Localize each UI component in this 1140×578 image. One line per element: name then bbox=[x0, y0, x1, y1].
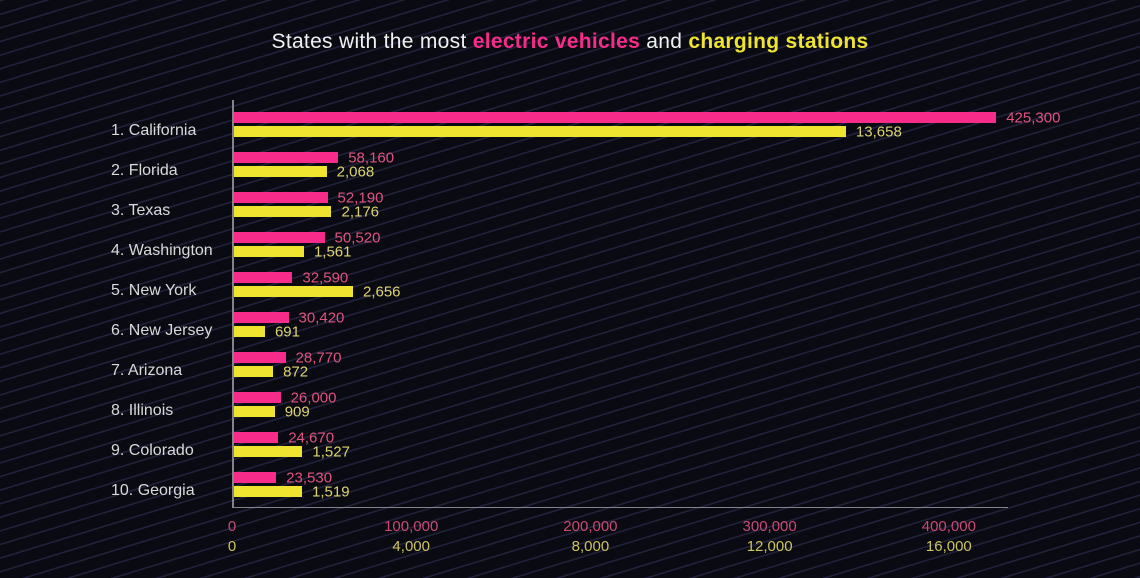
ev-bar bbox=[234, 192, 328, 203]
y-axis-line bbox=[232, 100, 234, 508]
ev-bar bbox=[234, 312, 289, 323]
ev-value-label: 28,770 bbox=[295, 349, 342, 366]
ev-bar bbox=[234, 352, 286, 363]
axis-tick-label: 16,000 bbox=[925, 538, 972, 555]
state-label: 2. Florida bbox=[111, 162, 178, 179]
charging-stations-bar bbox=[234, 286, 353, 297]
charging-stations-bar bbox=[234, 126, 846, 137]
ev-value-label: 32,590 bbox=[302, 269, 349, 286]
title-text-1: States with the most bbox=[271, 30, 473, 53]
charging-stations-value-label: 2,176 bbox=[341, 203, 380, 220]
title-highlight-electric-vehicles: electric vehicles bbox=[472, 30, 641, 53]
charging-stations-bar bbox=[234, 486, 303, 497]
charging-stations-value-label: 2,656 bbox=[362, 283, 401, 300]
charging-stations-bar bbox=[234, 326, 265, 337]
ev-value-label: 30,420 bbox=[298, 309, 345, 326]
charging-stations-bar bbox=[234, 246, 304, 257]
charging-stations-value-label: 13,658 bbox=[855, 123, 902, 140]
charging-stations-bar bbox=[234, 446, 303, 457]
state-label: 10. Georgia bbox=[111, 482, 195, 499]
state-label: 8. Illinois bbox=[111, 402, 174, 419]
chart-title: States with the most electric vehicles a… bbox=[0, 30, 1140, 54]
charging-stations-value-label: 909 bbox=[284, 403, 310, 420]
axis-tick-label: 12,000 bbox=[746, 538, 793, 555]
state-row: 5. New York 32,590 2,656 bbox=[111, 260, 1008, 300]
axis-tick-label: 200,000 bbox=[563, 518, 618, 535]
ev-bar bbox=[234, 232, 325, 243]
charging-stations-bar bbox=[234, 166, 327, 177]
state-label: 7. Arizona bbox=[111, 362, 183, 379]
state-row: 9. Colorado 24,670 1,527 bbox=[111, 420, 1008, 460]
bar-rows: 1. California 425,300 13,658 2. Florida … bbox=[111, 100, 1060, 500]
ev-bar bbox=[234, 392, 281, 403]
state-row: 6. New Jersey 30,420 691 bbox=[111, 300, 1008, 340]
ev-value-label: 52,190 bbox=[337, 189, 384, 206]
axis-tick-label: 4,000 bbox=[392, 538, 430, 555]
ev-bar bbox=[234, 272, 293, 283]
charging-stations-value-label: 1,519 bbox=[312, 483, 350, 500]
ev-value-label: 58,160 bbox=[348, 149, 395, 166]
title-text-2: and bbox=[640, 30, 689, 53]
state-label: 3. Texas bbox=[111, 202, 171, 219]
ev-bar bbox=[234, 472, 277, 483]
plot-area: 1. California 425,300 13,658 2. Florida … bbox=[111, 100, 1060, 555]
charging-stations-bar bbox=[234, 206, 332, 217]
charging-stations-value-label: 872 bbox=[283, 363, 309, 380]
axis-tick-label: 0 bbox=[227, 538, 237, 555]
state-row: 3. Texas 52,190 2,176 bbox=[111, 180, 1008, 220]
state-row: 7. Arizona 28,770 872 bbox=[111, 340, 1008, 380]
title-highlight-charging-stations: charging stations bbox=[688, 30, 869, 53]
state-label: 5. New York bbox=[111, 282, 197, 299]
x-axis-line bbox=[232, 507, 1008, 508]
axis-tick-label: 300,000 bbox=[742, 518, 797, 535]
state-row: 8. Illinois 26,000 909 bbox=[111, 380, 1008, 420]
axis-tick-label: 0 bbox=[227, 518, 237, 535]
state-label: 9. Colorado bbox=[111, 442, 194, 459]
x-axis-ev-tick-labels: 0 100,000 200,000 300,000 400,000 bbox=[228, 517, 1008, 537]
ev-value-label: 24,670 bbox=[288, 429, 335, 446]
charging-stations-value-label: 1,561 bbox=[313, 243, 352, 260]
ev-bar bbox=[234, 432, 279, 443]
ev-value-label: 23,530 bbox=[286, 469, 333, 486]
x-axis-stations-tick-labels: 0 4,000 8,000 12,000 16,000 bbox=[228, 537, 1008, 557]
ev-bar bbox=[234, 112, 997, 123]
ev-value-label: 425,300 bbox=[1006, 109, 1061, 126]
state-row: 10. Georgia 23,530 1,519 bbox=[111, 460, 1008, 500]
state-label: 4. Washington bbox=[111, 242, 213, 259]
charging-stations-value-label: 691 bbox=[274, 323, 300, 340]
state-label: 1. California bbox=[111, 122, 197, 139]
axis-tick-label: 400,000 bbox=[921, 518, 976, 535]
ev-value-label: 50,520 bbox=[334, 229, 381, 246]
state-row: 2. Florida 58,160 2,068 bbox=[111, 140, 1008, 180]
charging-stations-bar bbox=[234, 406, 275, 417]
charging-stations-value-label: 1,527 bbox=[312, 443, 350, 460]
state-row: 1. California 425,300 13,658 bbox=[111, 100, 1060, 140]
ev-value-label: 26,000 bbox=[290, 389, 337, 406]
axis-tick-label: 100,000 bbox=[384, 518, 439, 535]
state-label: 6. New Jersey bbox=[111, 322, 213, 339]
ev-bar bbox=[234, 152, 339, 163]
charging-stations-bar bbox=[234, 366, 274, 377]
charging-stations-value-label: 2,068 bbox=[336, 163, 375, 180]
axis-tick-label: 8,000 bbox=[571, 538, 610, 555]
state-row: 4. Washington 50,520 1,561 bbox=[111, 220, 1008, 260]
